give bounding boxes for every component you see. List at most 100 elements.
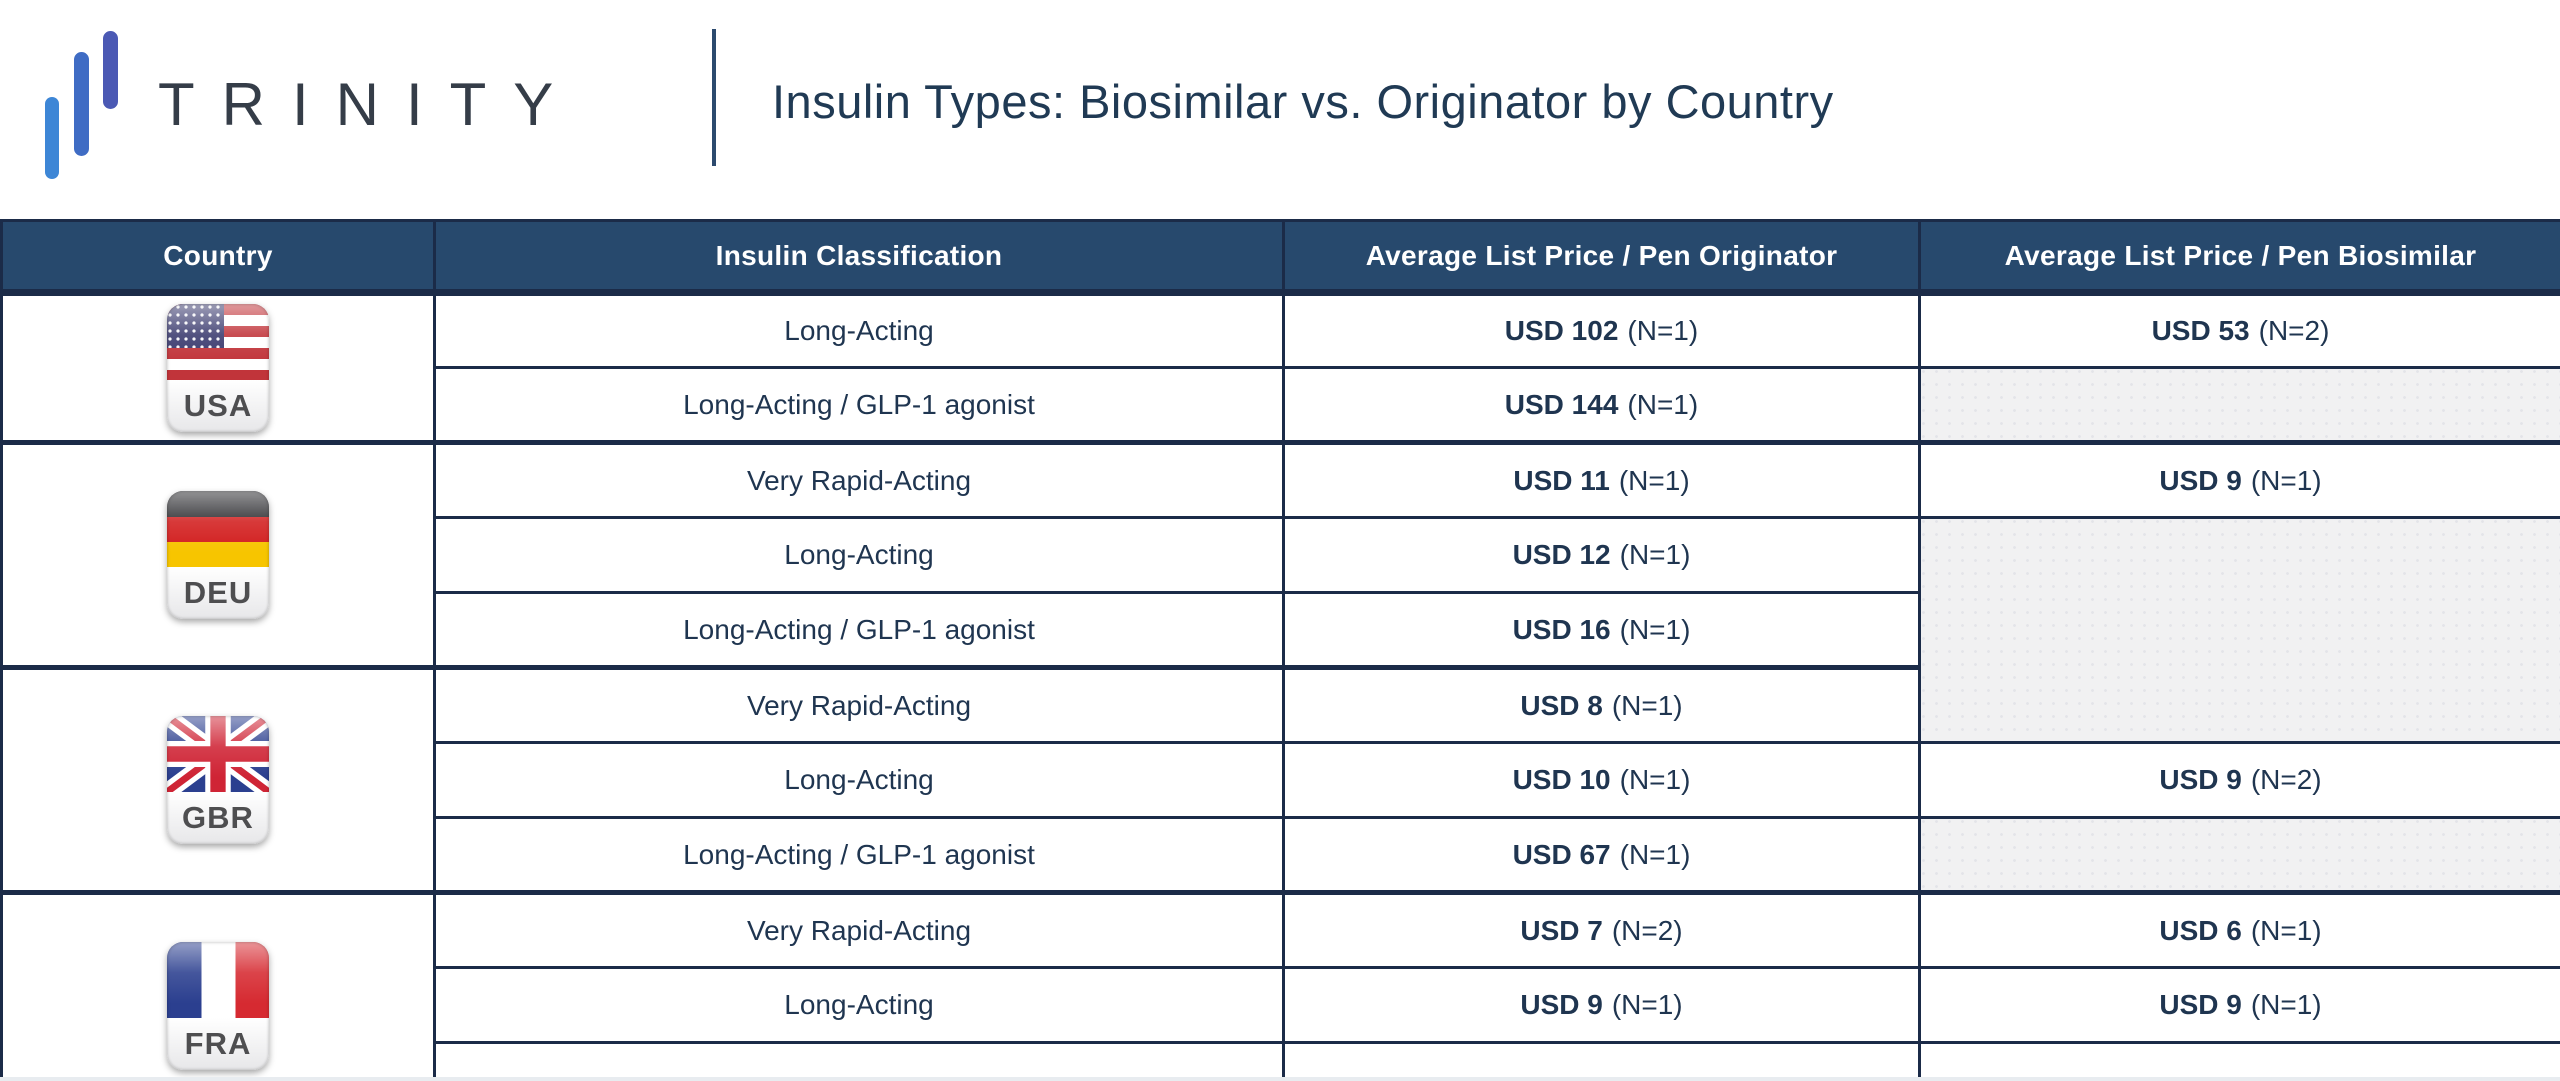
table-row: Long-Acting / GLP-1 agonist USD 144 (N=1) [2,366,2560,444]
fra-flag [167,941,269,1018]
biosimilar-price-cell: USD 6 (N=1) [1918,890,2560,969]
biosimilar-empty-cell [1918,366,2560,444]
biosimilar-empty-merged-cell [1918,516,2560,744]
price-value: USD 16 [1512,613,1611,645]
price-n: (N=1) [1619,838,1691,870]
biosimilar-empty-cell [1918,816,2560,894]
price-n: (N=1) [1619,539,1691,570]
country-code-label: USA [167,380,269,432]
table-row: FRA Very Rapid-Acting USD 7 (N=2) USD 6 (N… [0,890,2560,1081]
price-value: USD 8 [1520,689,1603,721]
classification-cell: Long-Acting [433,741,1285,819]
originator-price-cell: USD 67 (N=1) [1282,816,1921,894]
originator-price-cell: USD 12 (N=1) [1282,516,1921,594]
header-band: TRINITY Insulin Types: Biosimilar vs. Or… [0,0,2560,219]
price-n: (N=1) [2250,989,2322,1020]
table-row: DEU Very Rapid-Acting USD 11 (N=1) USD 9(… [0,440,2560,669]
table-row: Long-Acting USD 9 (N=1) USD 9 (N=1) [2,966,2560,1044]
country-cell-usa: USA [0,290,436,444]
price-value: USD 53 [2151,315,2250,346]
table-row: Long-Acting / GLP-1 agonist USD 16 (N=1) [2,591,2560,669]
classification-cell: Very Rapid-Acting [433,440,1285,519]
biosimilar-price-cell: USD 53 (N=2) [1918,290,2560,369]
price-value: USD 67 [1512,838,1611,870]
logo-bar-indigo [103,31,118,109]
classification-cell: Long-Acting [433,966,1285,1044]
clipped-row-cell [1282,1041,1921,1081]
table-row: USA Long-Acting USD 102 (N=1) USD 53 (N=2) [0,290,2560,444]
country-code-label: DEU [167,567,269,619]
price-value: USD 9 [2159,464,2242,496]
price-value: USD 102 [1504,315,1619,346]
country-cell-deu: DEU [0,440,436,669]
deu-flag-icon: DEU [167,491,269,619]
originator-price-cell: USD 16 (N=1) [1282,591,1921,669]
price-value: USD 11 [1513,464,1610,496]
price-value: USD 10 [1512,764,1611,795]
country-code-label: GBR [167,792,269,844]
fra-flag-icon: FRA [167,941,269,1070]
gbr-flag [167,716,269,792]
price-value: USD 6 [2159,914,2242,946]
table-row: Long-Acting USD 10 (N=1) USD 9 (N=2) [2,741,2560,819]
column-header-originator: Average List Price / Pen Originator [1282,219,1921,296]
classification-cell: Long-Acting / GLP-1 agonist [433,366,1285,444]
price-n: (N=1) [1619,613,1691,645]
biosimilar-price-cell: USD 9 (N=1) [1918,440,2560,519]
price-n: (N=1) [1627,388,1699,420]
originator-price-cell: USD 8 (N=1) [1282,665,1921,744]
originator-price-cell: USD 9 (N=1) [1282,966,1921,1044]
price-value: USD 12 [1512,539,1611,570]
biosimilar-price-cell: USD 9 (N=2) [1918,741,2560,819]
price-n: (N=1) [1618,464,1690,496]
logo-bar-light-blue [45,97,59,179]
originator-price-cell: USD 144 (N=1) [1282,366,1921,444]
price-n: (N=1) [2250,464,2322,496]
table-header-row: Country Insulin Classification Average L… [0,219,2560,296]
price-n: (N=1) [1619,764,1691,795]
originator-price-cell: USD 102 (N=1) [1282,290,1921,369]
price-n: (N=1) [1611,689,1683,721]
price-value: USD 7 [1520,914,1603,946]
price-comparison-table: Country Insulin Classification Average L… [0,219,2560,1081]
classification-cell: Very Rapid-Acting [433,665,1285,744]
originator-price-cell: USD 11 (N=1) [1282,440,1921,519]
trinity-wordmark: TRINITY [158,71,581,138]
clipped-row-cell [1918,1041,2560,1081]
header-divider [712,29,716,166]
price-value: USD 9 [2159,989,2242,1020]
price-n: (N=2) [2258,315,2330,346]
classification-cell: Long-Acting / GLP-1 agonist [433,816,1285,894]
deu-flag [167,491,269,567]
price-n: (N=1) [2250,914,2322,946]
price-n: (N=2) [1611,914,1683,946]
logo-bar-mid-blue [74,52,89,156]
usa-flag-icon: USA [167,304,269,432]
table-row: Long-Acting USD 12 (N=1) [2,516,2560,744]
classification-cell: Long-Acting [433,290,1285,369]
column-header-classification: Insulin Classification [433,219,1285,296]
page-title: Insulin Types: Biosimilar vs. Originator… [772,75,1834,128]
table-row: Long-Acting / GLP-1 agonist USD 67 (N=1) [2,816,2560,894]
gbr-flag-icon: GBR [167,716,269,844]
classification-cell: Long-Acting [433,516,1285,594]
country-cell-gbr: GBR [0,665,436,894]
column-header-biosimilar: Average List Price / Pen Biosimilar [1918,219,2560,296]
originator-price-cell: USD 7 (N=2) [1282,890,1921,969]
trinity-logo-bars-icon [45,31,125,181]
price-n: (N=1) [1611,989,1683,1020]
price-n: (N=1) [1627,315,1699,346]
column-header-country: Country [0,219,436,296]
usa-flag [167,304,269,380]
classification-cell: Long-Acting / GLP-1 agonist [433,591,1285,669]
bottom-edge-strip [0,1077,2560,1081]
country-cell-fra: FRA [0,890,436,1081]
classification-cell: Very Rapid-Acting [433,890,1285,969]
originator-price-cell: USD 10 (N=1) [1282,741,1921,819]
clipped-row-cell [433,1041,1285,1081]
price-value: USD 9 [1520,989,1603,1020]
table-row: GBR Very Rapid-Acting USD 8 (N=1) [0,665,2560,894]
clipped-row [2,1041,2560,1081]
price-n: (N=2) [2250,764,2322,795]
